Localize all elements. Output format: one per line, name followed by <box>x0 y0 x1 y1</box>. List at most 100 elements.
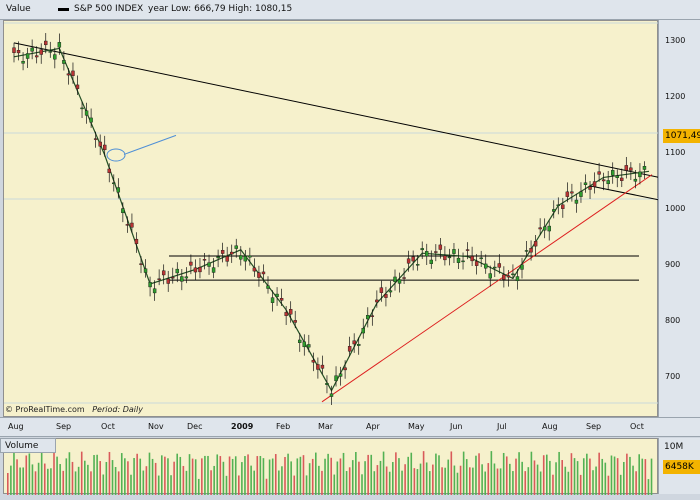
volume-bar <box>407 456 409 495</box>
candle-body <box>601 179 606 182</box>
candle-body <box>202 259 207 261</box>
volume-bar <box>469 467 471 495</box>
candle-body <box>347 346 352 352</box>
volume-bar <box>210 470 212 495</box>
volume-bar <box>348 467 351 495</box>
volume-bar <box>539 471 542 495</box>
volume-bar <box>573 458 576 495</box>
candle-body <box>524 250 529 252</box>
volume-bar <box>127 461 129 495</box>
candle-body <box>479 257 483 260</box>
price-chart-area[interactable] <box>3 20 660 417</box>
price-tick-label: 1100 <box>665 148 686 157</box>
volume-bar <box>342 452 345 495</box>
candle-body <box>606 180 610 185</box>
volume-bar <box>293 475 296 495</box>
volume-bar <box>530 451 533 495</box>
candle-body <box>484 263 488 269</box>
volume-bar <box>84 460 86 495</box>
volume-bar <box>561 460 563 495</box>
candle-body <box>80 107 84 110</box>
candle-body <box>116 187 121 193</box>
volume-bar <box>311 458 314 495</box>
date-tick-label: Aug <box>8 422 24 431</box>
candle-body <box>143 268 148 273</box>
volume-bar <box>367 454 369 495</box>
volume-bar <box>558 451 560 495</box>
date-tick-label: Dec <box>187 422 203 431</box>
volume-bar <box>302 455 305 495</box>
volume-bar <box>318 465 320 495</box>
candle-body <box>53 54 57 60</box>
volume-bar <box>604 462 607 495</box>
volume-bar <box>462 451 465 495</box>
volume-bar <box>533 460 536 495</box>
date-tick-label: Jun <box>450 422 463 431</box>
candle-body <box>166 278 170 284</box>
candle-body <box>579 191 583 197</box>
candle-body <box>583 182 588 185</box>
volume-bar <box>629 456 631 495</box>
candle-body <box>21 61 25 64</box>
volume-bar <box>524 471 527 495</box>
year-range-label: year Low: 666,79 High: 1080,15 <box>148 4 293 14</box>
volume-chart <box>7 451 653 495</box>
annotation-circle <box>106 148 126 162</box>
volume-bar <box>647 479 650 495</box>
candle-body <box>620 177 624 181</box>
candle-body <box>103 144 107 151</box>
volume-bar <box>170 475 172 495</box>
volume-bar <box>358 461 360 495</box>
volume-bar <box>130 474 132 495</box>
candle-body <box>12 47 16 53</box>
volume-bar <box>133 458 135 495</box>
volume-bar <box>47 468 49 495</box>
volume-bar <box>278 470 280 495</box>
volume-bar <box>321 470 323 495</box>
date-tick-label: Mar <box>318 422 334 431</box>
candle-body <box>184 276 189 279</box>
volume-bar <box>271 458 274 495</box>
date-tick-label: Sep <box>586 422 602 431</box>
volume-bar <box>219 456 222 495</box>
volume-bar <box>105 461 108 495</box>
volume-bar <box>265 478 268 495</box>
candle-body <box>211 267 216 273</box>
candle-body <box>266 285 270 289</box>
volume-bar <box>586 453 588 495</box>
volume-bar <box>355 451 357 495</box>
volume-bar <box>173 461 175 495</box>
date-tick-label: Sep <box>56 422 72 431</box>
volume-bar <box>124 458 126 495</box>
candle-body <box>547 225 551 232</box>
candle-body <box>189 261 193 266</box>
volume-chart-area[interactable] <box>3 438 658 495</box>
volume-bar <box>28 453 31 495</box>
volume-bar <box>438 455 440 495</box>
candle-body <box>338 373 343 377</box>
volume-bar <box>50 468 52 495</box>
date-tick-label: Jul <box>497 422 507 431</box>
volume-bar <box>194 459 197 495</box>
candle-body <box>597 171 601 175</box>
volume-bar <box>308 463 311 495</box>
volume-bar <box>364 461 366 495</box>
volume-bar <box>296 458 299 495</box>
candle-body <box>366 314 370 320</box>
candle-body <box>198 267 202 273</box>
candle-body <box>230 251 234 255</box>
volume-bar <box>428 471 431 495</box>
date-tick-label: 2009 <box>231 422 254 431</box>
candle-body <box>511 273 515 276</box>
volume-bar <box>410 452 413 495</box>
volume-bar <box>546 454 548 495</box>
volume-bar <box>290 461 292 495</box>
candle-body <box>257 272 261 278</box>
volume-bar <box>638 454 640 495</box>
volume-bar <box>401 470 403 495</box>
volume-bar <box>398 458 400 495</box>
volume-bar <box>330 457 332 495</box>
candle-body <box>402 277 406 279</box>
candle-body <box>243 256 248 262</box>
volume-bar <box>598 452 600 495</box>
